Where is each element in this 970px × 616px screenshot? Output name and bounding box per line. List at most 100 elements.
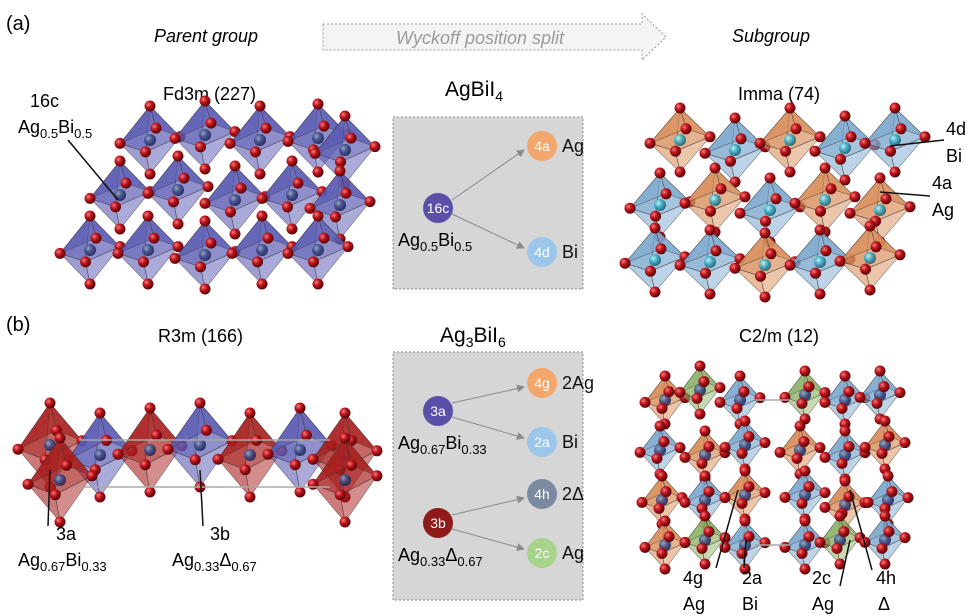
- subgroup-heading: Subgroup: [732, 26, 810, 46]
- site-label-16c-wyckoff: 16c: [30, 91, 59, 111]
- site-label-3a-wyckoff: 3a: [56, 524, 77, 544]
- site-label-3b: 3b Ag0.33Δ0.67: [172, 469, 257, 574]
- panel-a-sub-spacegroup: Imma (74): [738, 84, 820, 104]
- c2m-octahedron: [854, 365, 906, 425]
- site-label-2c: 2c Ag: [812, 539, 851, 614]
- imma-octahedron: [809, 110, 881, 186]
- split-a-target-label-4a: 4a: [534, 138, 550, 154]
- fd3m-octahedron: [282, 210, 354, 290]
- split-a-target-node-4d: 4d Bi: [527, 237, 578, 267]
- panel-a-label: (a): [6, 13, 30, 35]
- c2m-octahedron: [779, 365, 831, 425]
- r3m-octahedron: [112, 402, 188, 498]
- split-b2-target-label-2c: 2c: [535, 545, 550, 561]
- c2m-octahedron: [639, 370, 691, 430]
- site-label-16c-occupancy: Ag0.5Bi0.5: [18, 117, 92, 141]
- split-b2-arrow-down: [451, 528, 525, 551]
- c2m-octahedron: [859, 510, 911, 570]
- split-b2-arrow-up: [451, 495, 525, 516]
- split-b1-target-label-4g: 4g: [534, 375, 550, 391]
- site-label-16c: 16c Ag0.5Bi0.5: [18, 91, 119, 201]
- fd3m-octahedron: [54, 210, 126, 290]
- parent-group-heading: Parent group: [154, 26, 258, 46]
- split-b2-target-node-2c: 2c Ag: [527, 538, 584, 568]
- panel-b-sub-spacegroup: C2/m (12): [739, 326, 819, 346]
- site-label-4d-wyckoff: 4d: [946, 119, 966, 139]
- imma-octahedron: [734, 172, 806, 248]
- site-label-4d: 4d Bi: [889, 119, 966, 166]
- panel-b-split-diagram: 3a Ag0.67Bi0.33 4g 2Ag 2a Bi 3b Ag0.33Δ0.67 4h 2Δ…: [398, 368, 594, 569]
- fd3m-octahedron: [224, 100, 296, 180]
- panel-a-parent-spacegroup: Fd3m (227): [163, 84, 256, 104]
- split-b2-target-element-2c: Ag: [562, 543, 584, 563]
- split-a-target-label-4d: 4d: [534, 244, 550, 260]
- split-a-source-label: 16c: [427, 200, 450, 216]
- site-label-4h: 4h Δ: [849, 489, 896, 614]
- r3m-octahedron: [212, 407, 288, 503]
- split-b1-target-node-4g: 4g 2Ag: [527, 368, 594, 398]
- fd3m-octahedron: [142, 150, 214, 230]
- imma-octahedron: [789, 162, 861, 238]
- split-b2-source-label: 3b: [430, 515, 446, 531]
- panel-a-compound: AgBiI4: [445, 78, 503, 104]
- imma-octahedron: [674, 224, 746, 300]
- split-a-source-node: 16c: [423, 193, 453, 223]
- split-a-target-node-4a: 4a Ag: [527, 131, 584, 161]
- c2m-octahedron: [714, 370, 766, 430]
- r3m-structure: [12, 397, 383, 528]
- split-b2-source-occupancy: Ag0.33Δ0.67: [398, 545, 483, 569]
- imma-octahedron: [679, 162, 751, 238]
- site-label-3a-occupancy: Ag0.67Bi0.33: [18, 550, 107, 574]
- panel-b-label: (b): [6, 314, 30, 336]
- c2m-octahedron: [819, 475, 871, 535]
- c2m-octahedron: [719, 465, 771, 525]
- split-b2-target-element-4h: 2Δ: [562, 484, 584, 504]
- c2m-structure: [634, 360, 914, 575]
- fd3m-structure: [54, 95, 381, 295]
- site-label-4g: 4g Ag: [683, 489, 739, 614]
- site-label-3b-occupancy: Ag0.33Δ0.67: [172, 550, 257, 574]
- c2m-octahedron: [779, 515, 831, 575]
- split-b1-target-element-4g: 2Ag: [562, 373, 594, 393]
- panel-a-split-diagram: 16c Ag0.5Bi0.5 4a Ag 4d Bi: [398, 131, 584, 267]
- imma-octahedron: [619, 222, 691, 298]
- split-b1-target-label-2a: 2a: [534, 434, 550, 450]
- panel-b-compound: Ag3BiI6: [440, 324, 506, 350]
- r3m-octahedron: [162, 397, 238, 493]
- wyckoff-split-arrow-label: Wyckoff position split: [396, 28, 565, 48]
- wyckoff-split-arrow: Wyckoff position split: [322, 12, 667, 62]
- split-b2-target-label-4h: 4h: [534, 486, 550, 502]
- fd3m-octahedron: [256, 155, 328, 235]
- split-a-arrow-up: [451, 149, 525, 201]
- site-label-2a-element: Bi: [742, 594, 758, 614]
- split-b1-source-node: 3a: [423, 396, 453, 426]
- imma-octahedron: [859, 102, 931, 178]
- panel-b-parent-spacegroup: R3m (166): [158, 326, 243, 346]
- fd3m-octahedron: [112, 210, 184, 290]
- split-a-target-element-4d: Bi: [562, 242, 578, 262]
- imma-octahedron: [834, 220, 906, 296]
- site-label-2c-element: Ag: [812, 594, 834, 614]
- site-label-4g-element: Ag: [683, 594, 705, 614]
- site-label-4a-wyckoff: 4a: [932, 173, 953, 193]
- split-a-arrow-down: [451, 213, 525, 249]
- c2m-octahedron: [679, 510, 731, 570]
- site-label-4g-wyckoff: 4g: [683, 568, 703, 588]
- site-label-2c-wyckoff: 2c: [812, 568, 831, 588]
- imma-octahedron: [754, 102, 826, 178]
- fd3m-octahedron: [199, 160, 271, 240]
- split-b1-arrow-down: [451, 416, 525, 440]
- site-label-2a: 2a Bi: [742, 539, 763, 614]
- r3m-octahedron: [307, 432, 383, 528]
- c2m-octahedron: [634, 420, 686, 480]
- site-label-3a: 3a Ag0.67Bi0.33: [18, 469, 107, 574]
- split-b1-source-occupancy: Ag0.67Bi0.33: [398, 433, 487, 457]
- site-label-4h-wyckoff: 4h: [876, 568, 896, 588]
- c2m-octahedron: [774, 420, 826, 480]
- c2m-octahedron: [814, 510, 866, 570]
- site-label-4a-element: Ag: [932, 200, 954, 220]
- c2m-octahedron: [674, 360, 726, 420]
- split-b2-source-node: 3b: [423, 508, 453, 538]
- imma-octahedron: [844, 172, 916, 248]
